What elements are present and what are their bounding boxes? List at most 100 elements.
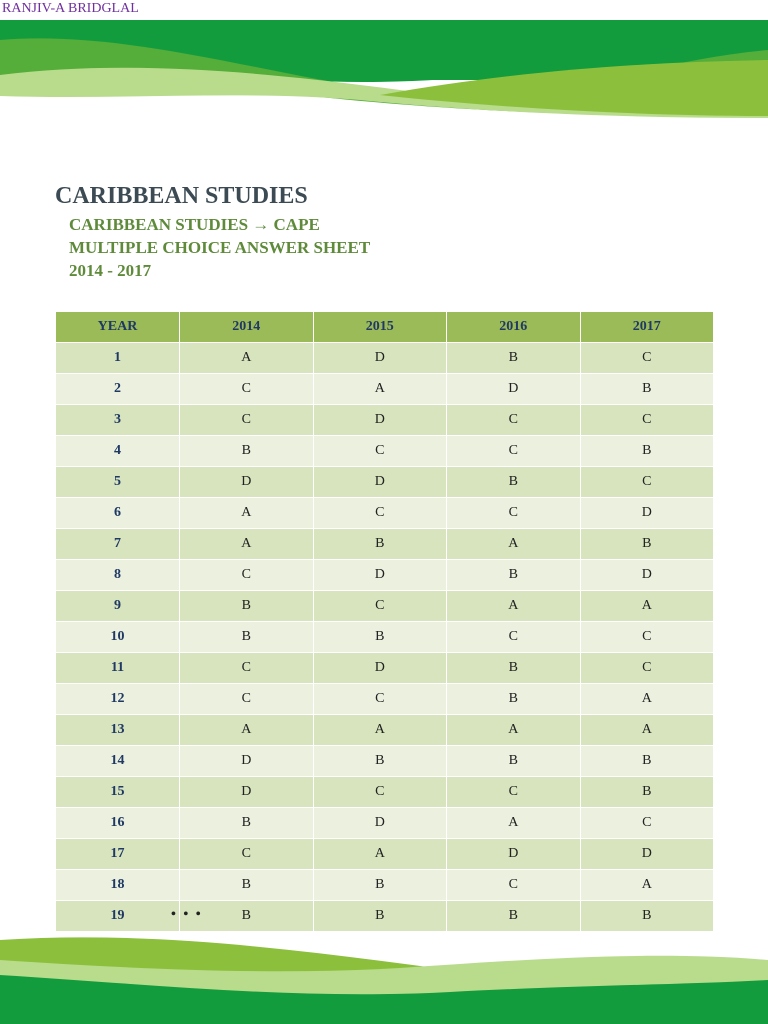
question-number: 1 <box>55 342 180 374</box>
subtitle: MULTIPLE CHOICE ANSWER SHEET <box>69 238 371 257</box>
answer-cell: A <box>446 807 581 839</box>
answer-cell: C <box>179 559 314 591</box>
column-header: 2014 <box>179 311 314 343</box>
bottom-wave <box>0 937 768 1024</box>
title: CARIBBEAN STUDIES <box>55 183 308 209</box>
answer-cell: A <box>179 342 314 374</box>
question-number: 16 <box>55 807 180 839</box>
answer-cell: A <box>579 590 714 622</box>
table-row: 13 A A A A <box>55 714 714 746</box>
answer-cell: B <box>446 466 581 498</box>
answer-cell: C <box>446 497 581 529</box>
answer-cell: D <box>179 466 314 498</box>
answer-cell: D <box>179 745 314 777</box>
answer-cell: A <box>312 838 447 870</box>
answer-cell: D <box>579 838 714 870</box>
question-number: 8 <box>55 559 180 591</box>
answer-cell: B <box>312 900 447 932</box>
answer-cell: C <box>579 466 714 498</box>
answer-cell: D <box>312 466 447 498</box>
answer-cell: C <box>579 807 714 839</box>
answer-cell: A <box>179 714 314 746</box>
answer-cell: B <box>579 776 714 808</box>
table-row: 16 B D A C <box>55 807 714 839</box>
answer-cell: C <box>579 652 714 684</box>
question-number: 19 <box>55 900 180 932</box>
answer-cell: B <box>579 528 714 560</box>
answer-cell: C <box>446 435 581 467</box>
question-number: 14 <box>55 745 180 777</box>
answer-cell: B <box>446 900 581 932</box>
answer-cell: B <box>446 652 581 684</box>
question-number: 4 <box>55 435 180 467</box>
answer-cell: D <box>312 652 447 684</box>
question-number: 6 <box>55 497 180 529</box>
answer-cell: C <box>179 652 314 684</box>
table-row: 19 B B B B <box>55 900 714 932</box>
question-number: 5 <box>55 466 180 498</box>
answer-cell: B <box>579 900 714 932</box>
column-header: 2017 <box>579 311 714 343</box>
answer-cell: C <box>446 404 581 436</box>
answer-cell: B <box>446 559 581 591</box>
column-header: 2015 <box>312 311 447 343</box>
table-row: 10 B B C C <box>55 621 714 653</box>
answer-cell: D <box>446 838 581 870</box>
header-row: YEAR 2014 2015 2016 2017 <box>55 311 714 343</box>
answer-cell: A <box>312 714 447 746</box>
answer-cell: B <box>179 435 314 467</box>
continuation: • • • <box>171 907 203 922</box>
answer-cell: D <box>446 373 581 405</box>
answer-cell: D <box>579 497 714 529</box>
answer-cell: B <box>446 745 581 777</box>
answer-cell: C <box>446 621 581 653</box>
question-number: 18 <box>55 869 180 901</box>
answer-cell: B <box>579 745 714 777</box>
answer-cell: B <box>179 590 314 622</box>
answer-cell: A <box>179 497 314 529</box>
answer-cell: A <box>446 590 581 622</box>
top-wave <box>0 20 768 118</box>
question-number: 10 <box>55 621 180 653</box>
answer-cell: C <box>579 621 714 653</box>
answer-cell: A <box>446 714 581 746</box>
table-row: 18 B B C A <box>55 869 714 901</box>
table-row: 12 C C B A <box>55 683 714 715</box>
subtitle: 2014 - 2017 <box>69 261 152 280</box>
answer-cell: A <box>579 683 714 715</box>
table-row: 15 D C C B <box>55 776 714 808</box>
answer-cell: C <box>179 373 314 405</box>
question-number: 3 <box>55 404 180 436</box>
answer-cell: A <box>579 714 714 746</box>
answer-cell: B <box>312 869 447 901</box>
question-number: 17 <box>55 838 180 870</box>
column-header: YEAR <box>55 311 180 343</box>
question-number: 11 <box>55 652 180 684</box>
answer-cell: A <box>179 528 314 560</box>
answer-cell: B <box>446 342 581 374</box>
answer-cell: D <box>312 342 447 374</box>
answer-cell: B <box>579 435 714 467</box>
answer-cell: B <box>312 528 447 560</box>
answer-cell: C <box>312 683 447 715</box>
answer-cell: D <box>579 559 714 591</box>
answer-cell: B <box>179 900 314 932</box>
answer-cell: B <box>312 621 447 653</box>
question-number: 13 <box>55 714 180 746</box>
question-number: 12 <box>55 683 180 715</box>
answer-cell: B <box>579 373 714 405</box>
answer-cell: D <box>312 559 447 591</box>
answer-cell: A <box>446 528 581 560</box>
answer-cell: C <box>579 404 714 436</box>
answer-cell: C <box>179 838 314 870</box>
